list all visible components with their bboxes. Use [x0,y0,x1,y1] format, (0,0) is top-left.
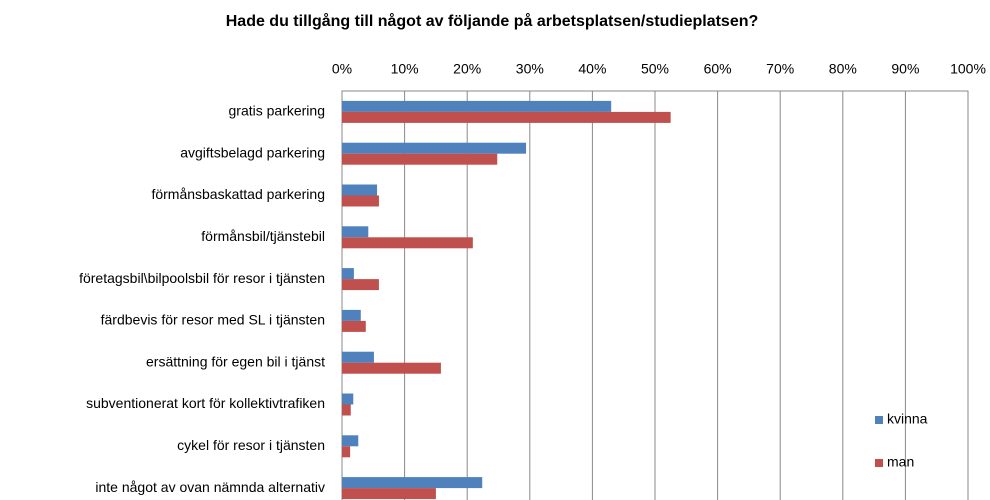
bar [342,184,378,196]
bar [342,237,473,249]
x-tick-label: 80% [829,61,857,77]
bar [342,195,379,207]
bar [342,142,527,154]
legend-swatch [875,459,883,467]
x-tick-label: 60% [704,61,732,77]
legend-label: kvinna [887,411,928,427]
x-tick-label: 20% [453,61,481,77]
y-tick-label: färdbevis för resor med SL i tjänsten [101,312,325,328]
y-tick-label: avgiftsbelagd parkering [180,144,325,160]
y-tick-label: gratis parkering [229,103,326,119]
x-tick-label: 50% [641,61,669,77]
legend-label: man [887,454,914,470]
bar [342,100,612,112]
y-tick-label: inte något av ovan nämnda alternativ [95,479,325,495]
y-tick-label: förmånsbil/tjänstebil [201,228,325,244]
bar [342,320,366,332]
bar [342,279,379,291]
x-tick-label: 30% [516,61,544,77]
x-tick-label: 0% [332,61,352,77]
x-tick-label: 90% [891,61,919,77]
bar [342,226,369,238]
bar [342,446,351,458]
x-tick-label: 70% [766,61,794,77]
bar [342,393,354,405]
bar [342,488,436,500]
y-tick-label: ersättning för egen bil i tjänst [146,353,325,369]
x-tick-label: 40% [578,61,606,77]
bar [342,351,374,363]
plot-frame [341,90,969,500]
bar [342,111,671,123]
y-tick-label: företagsbil\bilpoolsbil för resor i tjän… [79,270,325,286]
bar [342,268,354,280]
bar [342,435,359,447]
bar [342,153,498,165]
chart-title: Hade du tillgång till något av följande … [226,12,759,30]
bar [342,362,441,374]
x-tick-label: 100% [950,61,986,77]
y-tick-label: subventionerat kort för kollektivtrafike… [86,395,325,411]
y-tick-label: cykel för resor i tjänsten [177,437,325,453]
bar [342,404,351,416]
x-tick-label: 10% [391,61,419,77]
bar [342,309,361,321]
y-tick-label: förmånsbaskattad parkering [151,186,325,202]
legend-swatch [875,416,883,424]
bar [342,477,483,489]
